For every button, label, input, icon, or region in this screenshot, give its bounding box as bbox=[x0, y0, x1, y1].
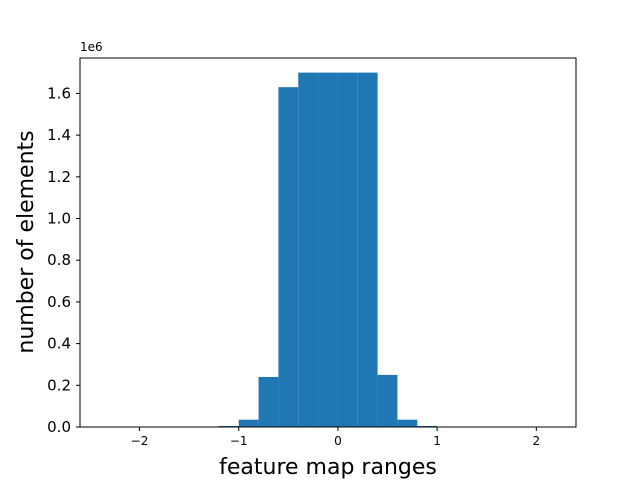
y-offset-label: 1e6 bbox=[80, 40, 103, 54]
histogram-bar-1 bbox=[238, 419, 259, 427]
y-tick-label: 0.8 bbox=[47, 251, 71, 269]
y-tick-label: 1.0 bbox=[47, 210, 71, 228]
histogram-bar-6 bbox=[337, 72, 358, 427]
histogram-bar-5 bbox=[318, 72, 338, 427]
histogram-bar-3 bbox=[278, 87, 299, 428]
y-tick-label: 1.6 bbox=[47, 84, 71, 102]
y-tick-label: 0.6 bbox=[47, 293, 71, 311]
histogram-bar-10 bbox=[417, 425, 438, 427]
histogram-bar-2 bbox=[258, 376, 279, 427]
x-tick-label: −1 bbox=[230, 434, 248, 448]
plot-frame bbox=[79, 57, 577, 428]
x-axis-label: feature map ranges bbox=[219, 455, 437, 480]
x-tick-label: −2 bbox=[131, 434, 149, 448]
x-tick-label: 1 bbox=[433, 434, 441, 448]
histogram-bar-4 bbox=[298, 72, 319, 427]
histogram-bar-9 bbox=[397, 419, 418, 427]
y-tick-label: 0.4 bbox=[47, 335, 71, 353]
histogram-bar-7 bbox=[357, 72, 378, 427]
y-tick-label: 0.2 bbox=[47, 376, 71, 394]
y-tick-label: 1.4 bbox=[47, 126, 71, 144]
histogram-bar-8 bbox=[377, 374, 398, 427]
x-tick-label: 2 bbox=[532, 434, 540, 448]
y-tick-label: 1.2 bbox=[47, 168, 71, 186]
histogram-bars bbox=[218, 72, 438, 428]
y-axis-label: number of elements bbox=[14, 130, 39, 353]
y-tick-label: 0.0 bbox=[47, 418, 71, 436]
x-tick-label: 0 bbox=[334, 434, 342, 448]
histogram-bar-0 bbox=[218, 425, 239, 427]
y-axis-ticks: 0.0 0.2 0.4 0.6 0.8 1.0 1.2 1.4 1.6 bbox=[47, 84, 80, 436]
x-axis-ticks: −2 −1 0 1 2 bbox=[131, 427, 540, 448]
